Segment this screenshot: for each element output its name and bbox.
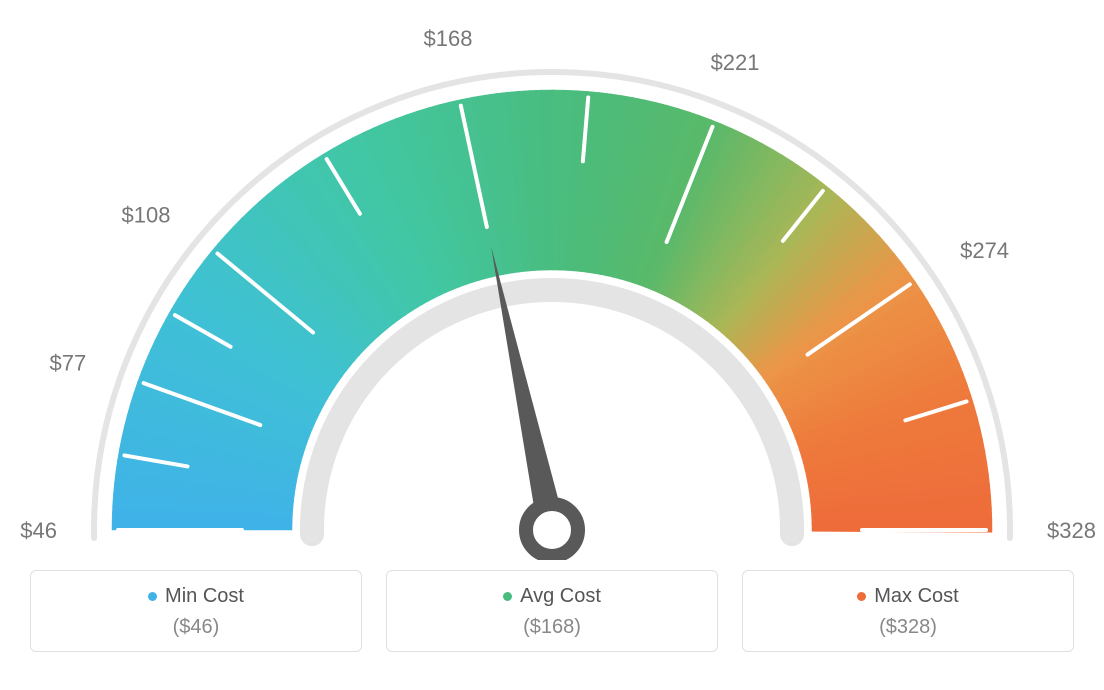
tick-label: $274: [960, 238, 1009, 263]
tick-label: $168: [424, 26, 473, 51]
tick-label: $108: [122, 203, 171, 228]
gauge-svg: $46 $77 $108 $168 $221 $274 $328: [0, 0, 1104, 560]
legend-avg-label: Avg Cost: [520, 585, 601, 608]
gauge-chart: $46 $77 $108 $168 $221 $274 $328: [0, 0, 1104, 560]
legend-min-title: Min Cost: [148, 585, 244, 608]
legend-min-box: Min Cost ($46): [30, 570, 362, 652]
legend-min-value: ($46): [31, 616, 361, 639]
tick-label: $77: [50, 350, 87, 375]
tick-label: $221: [711, 50, 760, 75]
needle-hub: [526, 504, 578, 556]
legend-avg-box: Avg Cost ($168): [386, 570, 718, 652]
legend-row: Min Cost ($46) Avg Cost ($168) Max Cost …: [0, 570, 1104, 652]
legend-avg-value: ($168): [387, 616, 717, 639]
legend-max-dot: [857, 592, 866, 601]
tick-label: $46: [20, 518, 57, 543]
legend-max-title: Max Cost: [857, 585, 958, 608]
legend-avg-dot: [503, 592, 512, 601]
legend-max-box: Max Cost ($328): [742, 570, 1074, 652]
legend-min-dot: [148, 592, 157, 601]
legend-max-label: Max Cost: [874, 585, 958, 608]
legend-avg-title: Avg Cost: [503, 585, 601, 608]
tick-label: $328: [1047, 518, 1096, 543]
legend-min-label: Min Cost: [165, 585, 244, 608]
legend-max-value: ($328): [743, 616, 1073, 639]
colored-arc: [112, 90, 992, 532]
